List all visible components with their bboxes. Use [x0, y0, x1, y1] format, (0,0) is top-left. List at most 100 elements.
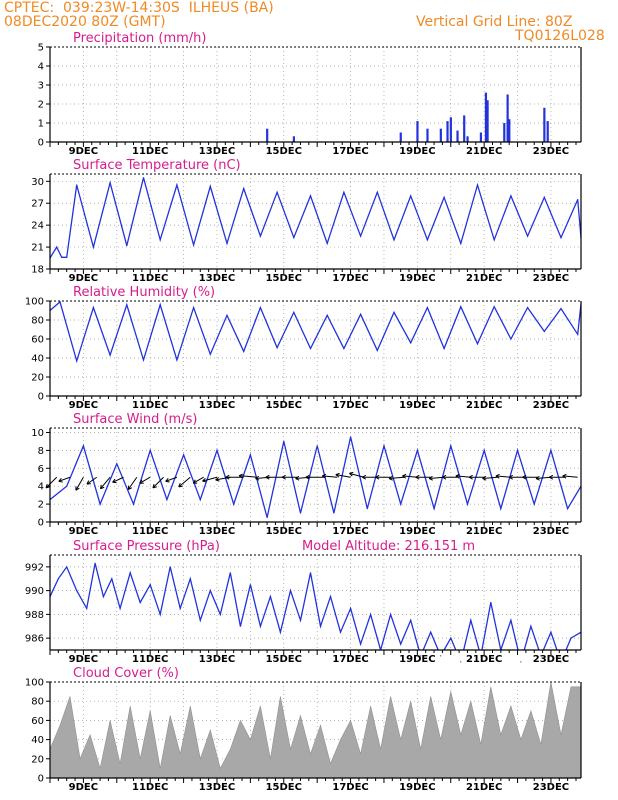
press-point — [76, 590, 78, 592]
wind-point — [249, 454, 251, 456]
rh-point — [510, 338, 512, 340]
wind-arrowhead — [225, 474, 230, 480]
x-tick-label: 9DEC — [69, 146, 98, 157]
temp-point — [56, 246, 58, 248]
rh-point — [226, 314, 228, 316]
press-point — [339, 631, 342, 633]
wind-vector — [402, 475, 418, 478]
wind-arrowhead — [428, 475, 433, 481]
wind-point — [416, 449, 418, 451]
x-tick-label: 17DEC — [332, 782, 368, 793]
temp-point — [560, 237, 562, 239]
precip-bar — [426, 128, 429, 142]
x-tick-label: 13DEC — [199, 526, 235, 537]
y-tick-label: 8 — [38, 446, 44, 457]
rh-point — [92, 307, 94, 309]
press-point — [94, 562, 96, 564]
wind-arrowhead — [58, 478, 63, 483]
rh-point — [493, 306, 495, 308]
wind-vector — [100, 476, 111, 490]
wind-point — [216, 449, 218, 451]
temp-point — [159, 239, 161, 241]
rh-point — [59, 301, 61, 303]
wind-arrowhead — [535, 475, 540, 481]
panel-temp: Surface Temperature (nC) 18 21 24 27 30 9DEC 11… — [31, 158, 582, 284]
wind-arrowhead — [402, 473, 407, 479]
press-series — [50, 563, 581, 650]
temp-point — [410, 195, 412, 197]
wind-point — [333, 512, 335, 514]
temp-point — [293, 237, 295, 239]
x-tick-label: 11DEC — [132, 400, 168, 411]
x-tick-label: 9DEC — [69, 782, 98, 793]
wind-vector — [86, 476, 98, 485]
wind-arrowhead — [112, 478, 117, 484]
press-point — [229, 572, 231, 574]
wind-point — [483, 449, 485, 451]
wind-arrowhead — [238, 473, 243, 479]
wind-arrowhead — [295, 475, 300, 481]
wind-vector — [139, 476, 151, 484]
y-tick-label: 10 — [31, 428, 44, 439]
rh-point — [109, 354, 111, 356]
precip-bar — [439, 128, 442, 142]
wind-arrowhead — [192, 479, 198, 484]
press-point — [199, 619, 201, 621]
panel-rh: Relative Humidity (%) 0 20 40 60 80 100 9DEC 11D… — [25, 285, 582, 411]
y-tick-label: 988 — [25, 610, 44, 621]
temp-point — [142, 177, 145, 179]
rh-point — [142, 359, 145, 361]
x-tick-label: 15DEC — [266, 146, 302, 157]
x-tick-label: 9DEC — [69, 273, 98, 284]
y-tick-label: 990 — [25, 586, 44, 597]
x-tick-label: 23DEC — [533, 146, 569, 157]
y-tick-label: 40 — [31, 354, 44, 365]
y-tick-label: 0 — [38, 518, 44, 529]
temp-point — [443, 196, 445, 198]
rh-point — [343, 347, 345, 350]
rh-point — [276, 347, 278, 349]
rh-point — [259, 307, 261, 309]
wind-arrowhead — [165, 478, 170, 483]
x-tick-label: 13DEC — [199, 400, 235, 411]
header-location: CPTEC: 039:23W-14:30S ILHEUS (BA) — [4, 0, 274, 16]
y-tick-label: 80 — [31, 697, 44, 708]
rh-point — [527, 307, 529, 309]
temp-point — [360, 235, 362, 237]
y-tick-label: 21 — [31, 243, 44, 254]
x-tick-label: 15DEC — [266, 782, 302, 793]
press-point — [400, 643, 402, 645]
wind-arrowhead — [362, 474, 367, 480]
x-tick-label: 19DEC — [399, 273, 435, 284]
wind-point — [366, 508, 368, 510]
y-tick-label: 986 — [25, 634, 44, 645]
rh-point — [76, 360, 78, 362]
y-tick-label: 18 — [31, 265, 44, 276]
x-tick-label: 13DEC — [199, 782, 235, 793]
temp-point — [577, 199, 579, 201]
x-tick-label: 23DEC — [533, 273, 569, 284]
wind-vector — [112, 476, 124, 483]
temp-point — [493, 239, 495, 241]
wind-vector — [165, 476, 178, 482]
x-tick-label: 19DEC — [399, 782, 435, 793]
wind-point — [233, 503, 235, 505]
panel-title: Precipitation (mm/h) — [73, 31, 206, 46]
x-tick-label: 21DEC — [466, 146, 502, 157]
press-point — [102, 596, 104, 598]
rh-point — [243, 350, 245, 352]
precip-bar — [456, 130, 459, 142]
panel-title: Relative Humidity (%) — [73, 285, 215, 300]
wind-arrowhead — [508, 474, 513, 480]
x-tick-label: 17DEC — [332, 273, 368, 284]
temp-point — [76, 184, 78, 186]
x-tick-label: 19DEC — [399, 526, 435, 537]
precip-bar — [479, 132, 483, 142]
wind-arrowhead — [335, 472, 340, 478]
temp-point — [476, 184, 479, 186]
panel-title: Surface Wind (m/s) — [73, 412, 197, 427]
press-point — [530, 625, 532, 627]
y-tick-label: 20 — [31, 373, 44, 384]
panel-title: Surface Temperature (nC) — [73, 158, 241, 173]
